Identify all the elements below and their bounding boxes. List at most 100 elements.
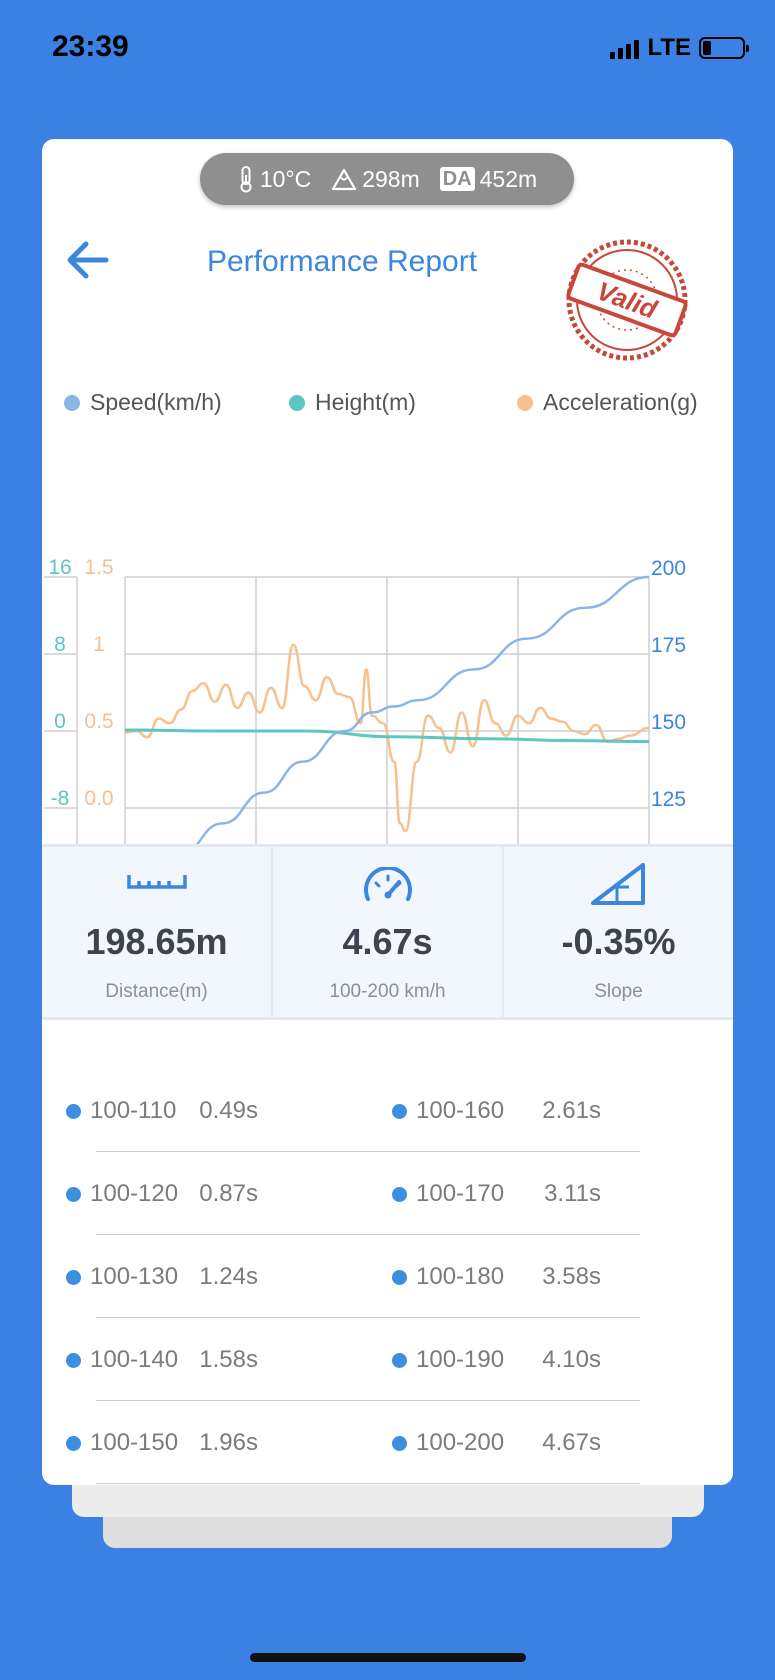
split-times-list: 100-110 0.49s 100-160 2.61s 100-120 0.87s 100-… (42, 1069, 733, 1484)
stats-panel: 198.65m Distance(m) 4.67s 100-200 km/h -… (42, 844, 733, 1020)
signal-icon (610, 37, 640, 59)
status-indicators: LTE (610, 34, 749, 62)
legend-speed-dot (64, 394, 80, 411)
mountain-icon (332, 168, 357, 191)
thermometer-icon (240, 166, 252, 193)
split-dot (392, 1352, 407, 1368)
back-button[interactable] (62, 235, 122, 285)
split-range-label: 100-140 (90, 1346, 179, 1373)
split-range-label: 100-120 (90, 1180, 179, 1207)
split-range-left: 100-140 (66, 1346, 178, 1374)
split-range-right: 100-160 (392, 1097, 504, 1125)
split-range-label: 100-170 (416, 1180, 505, 1207)
split-range-right: 100-200 (392, 1429, 504, 1457)
split-time-right: 3.11s (544, 1180, 601, 1207)
height-tick-label: -8 (51, 787, 70, 810)
legend-acceleration-dot (517, 394, 533, 411)
split-range-left: 100-110 (66, 1097, 176, 1125)
legend-height-dot (289, 394, 305, 411)
battery-fill (703, 41, 711, 55)
legend-height: Height(m) (289, 389, 416, 416)
legend-acceleration-label: Acceleration(g) (543, 389, 698, 415)
time-label: 100-200 km/h (329, 981, 446, 1002)
stat-distance: 198.65m Distance(m) (42, 847, 273, 1017)
split-row: 100-120 0.87s 100-170 3.11s (42, 1152, 733, 1235)
temperature: 10°C (237, 165, 311, 193)
split-time-left: 1.24s (199, 1263, 258, 1290)
back-arrow-icon (67, 241, 109, 279)
split-row: 100-150 1.96s 100-200 4.67s (42, 1401, 733, 1484)
split-time-left: 1.96s (199, 1429, 258, 1456)
slope-icon (590, 863, 645, 905)
speed-tick-label: 125 (651, 788, 686, 811)
legend-speed: Speed(km/h) (64, 389, 222, 416)
split-time-right: 4.10s (542, 1346, 601, 1373)
speed-tick-label: 200 (651, 557, 686, 580)
split-range-right: 100-170 (392, 1180, 504, 1208)
split-range-label: 100-150 (90, 1429, 179, 1456)
split-range-label: 100-160 (416, 1097, 505, 1124)
split-range-label: 100-110 (90, 1097, 177, 1124)
split-range-label: 100-200 (416, 1429, 505, 1456)
split-dot (66, 1269, 81, 1285)
split-dot (66, 1352, 81, 1368)
legend-speed-label: Speed(km/h) (90, 389, 222, 415)
legend-height-label: Height(m) (315, 389, 416, 415)
split-range-label: 100-190 (416, 1346, 505, 1373)
split-dot (66, 1103, 81, 1119)
slope-value: -0.35% (561, 921, 676, 962)
time-value: 4.67s (342, 921, 433, 962)
height-series-line (124, 728, 650, 744)
network-label: LTE (647, 34, 691, 61)
conditions-pill: 10°C 298m DA 452m (200, 153, 574, 205)
altitude: 298m (331, 166, 420, 193)
height-tick-label: 8 (54, 633, 66, 656)
split-dot (392, 1186, 407, 1202)
split-time-left: 1.58s (199, 1346, 258, 1373)
split-time-right: 4.67s (542, 1429, 601, 1456)
split-row: 100-110 0.49s 100-160 2.61s (42, 1069, 733, 1152)
chart-legend: Speed(km/h) Height(m) Acceleration(g) (64, 389, 724, 419)
split-dot (66, 1435, 81, 1451)
density-altitude-value: 452m (479, 165, 538, 192)
split-time-left: 0.49s (199, 1097, 258, 1124)
distance-value: 198.65m (85, 921, 228, 962)
split-dot (392, 1103, 407, 1119)
speed-tick-label: 175 (651, 634, 686, 657)
acceleration-tick-label: 0.5 (84, 710, 113, 733)
home-indicator[interactable] (250, 1653, 526, 1662)
split-range-left: 100-120 (66, 1180, 178, 1208)
split-range-right: 100-180 (392, 1263, 504, 1291)
density-altitude: DA 452m (439, 165, 538, 193)
split-dot (66, 1186, 81, 1202)
speedometer-icon (363, 867, 412, 901)
ruler-icon (126, 875, 187, 889)
split-range-left: 100-150 (66, 1429, 178, 1457)
split-time-left: 0.87s (199, 1180, 258, 1207)
split-range-right: 100-190 (392, 1346, 504, 1374)
stat-slope: -0.35% Slope (504, 847, 733, 1017)
height-tick-label: 16 (48, 556, 71, 579)
acceleration-tick-label: 1 (93, 633, 105, 656)
battery-icon (699, 37, 749, 59)
distance-label: Distance(m) (105, 981, 208, 1002)
split-dot (392, 1435, 407, 1451)
acceleration-tick-label: 0.0 (84, 787, 113, 810)
split-range-left: 100-130 (66, 1263, 178, 1291)
acceleration-series-line (124, 643, 650, 833)
split-time-right: 2.61s (542, 1097, 601, 1124)
speed-series-line (124, 575, 650, 887)
altitude-value: 298m (362, 165, 420, 192)
da-badge: DA (439, 167, 475, 191)
split-dot (392, 1269, 407, 1285)
split-row: 100-130 1.24s 100-180 3.58s (42, 1235, 733, 1318)
acceleration-tick-label: 1.5 (84, 556, 113, 579)
split-range-label: 100-180 (416, 1263, 505, 1290)
report-card: 10°C 298m DA 452m Performance Report Val… (42, 139, 733, 1485)
height-tick-label: 0 (54, 710, 66, 733)
status-time: 23:39 (52, 30, 129, 63)
page-title: Performance Report (206, 245, 478, 278)
legend-acceleration: Acceleration(g) (517, 389, 698, 416)
split-time-right: 3.58s (542, 1263, 601, 1290)
